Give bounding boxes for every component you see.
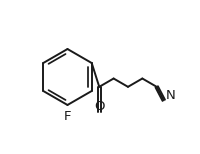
Text: N: N — [165, 89, 175, 102]
Text: F: F — [64, 109, 71, 123]
Text: O: O — [94, 99, 104, 113]
